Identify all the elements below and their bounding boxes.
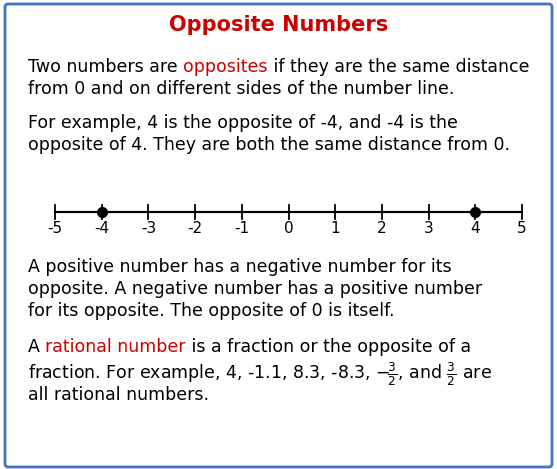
Text: rational number: rational number bbox=[45, 338, 186, 356]
Text: fraction. For example, 4, -1.1, 8.3, -8.3, $-\!\frac{3}{2}$, and $\frac{3}{2}$ a: fraction. For example, 4, -1.1, 8.3, -8.… bbox=[28, 360, 492, 387]
Text: -4: -4 bbox=[94, 221, 109, 236]
Text: -5: -5 bbox=[47, 221, 62, 236]
Text: A: A bbox=[28, 338, 45, 356]
Text: Two numbers are: Two numbers are bbox=[28, 58, 183, 76]
Text: 1: 1 bbox=[330, 221, 340, 236]
Text: for its opposite. The opposite of 0 is itself.: for its opposite. The opposite of 0 is i… bbox=[28, 302, 394, 320]
Text: all rational numbers.: all rational numbers. bbox=[28, 386, 209, 404]
Text: Opposite Numbers: Opposite Numbers bbox=[169, 15, 388, 35]
Text: 2: 2 bbox=[377, 221, 387, 236]
Text: 5: 5 bbox=[517, 221, 527, 236]
Text: -2: -2 bbox=[188, 221, 203, 236]
Text: is a fraction or the opposite of a: is a fraction or the opposite of a bbox=[186, 338, 471, 356]
Text: from 0 and on different sides of the number line.: from 0 and on different sides of the num… bbox=[28, 80, 455, 98]
Text: 4: 4 bbox=[471, 221, 480, 236]
Text: opposite of 4. They are both the same distance from 0.: opposite of 4. They are both the same di… bbox=[28, 136, 510, 154]
Text: opposite. A negative number has a positive number: opposite. A negative number has a positi… bbox=[28, 280, 482, 298]
Text: For example, 4 is the opposite of -4, and -4 is the: For example, 4 is the opposite of -4, an… bbox=[28, 114, 458, 132]
Text: A positive number has a negative number for its: A positive number has a negative number … bbox=[28, 258, 452, 276]
Text: -3: -3 bbox=[141, 221, 156, 236]
FancyBboxPatch shape bbox=[5, 4, 552, 467]
Text: opposites: opposites bbox=[183, 58, 267, 76]
Text: if they are the same distance: if they are the same distance bbox=[267, 58, 529, 76]
Text: 3: 3 bbox=[424, 221, 433, 236]
Text: 0: 0 bbox=[284, 221, 294, 236]
Text: -1: -1 bbox=[234, 221, 250, 236]
